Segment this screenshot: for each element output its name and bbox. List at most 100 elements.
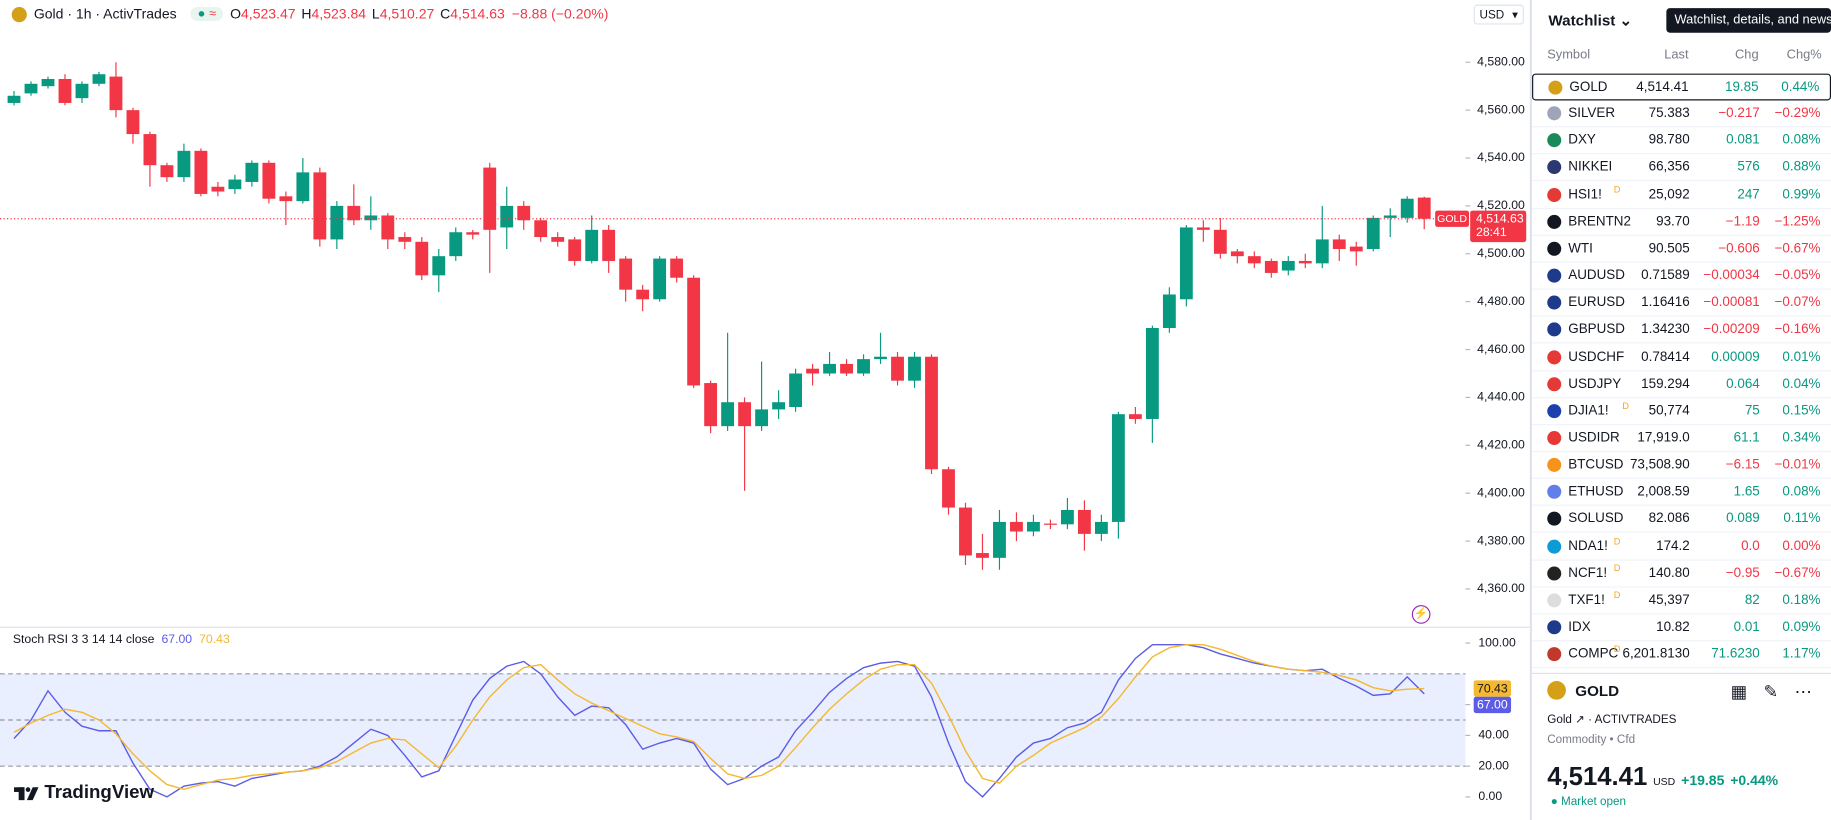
y-tick-label: 4,540.00 (1477, 150, 1525, 164)
details-price: 4,514.41 (1547, 761, 1648, 791)
last: 75.383 (1648, 106, 1690, 121)
symbol-icon (1547, 295, 1562, 310)
watchlist-row[interactable]: NCF1! D 140.80 −0.95 −0.67% (1532, 560, 1831, 588)
column-header[interactable]: Symbol (1547, 47, 1591, 62)
details-name-row: Gold ↗ · ACTIVTRADES (1547, 713, 1677, 727)
symbol-icon (1547, 322, 1562, 337)
mode-pill[interactable]: ● ≈ (190, 7, 224, 22)
candle-body (755, 409, 769, 427)
chg-pct: −0.67% (1774, 241, 1821, 256)
currency-select[interactable]: USD ▾ (1473, 4, 1524, 25)
chg-pct: −0.29% (1774, 106, 1821, 121)
watchlist-row[interactable]: USDIDR 17,919.0 61.1 0.34% (1532, 425, 1831, 452)
chg-pct: −0.67% (1774, 566, 1821, 581)
last: 140.80 (1648, 566, 1690, 581)
watchlist-row[interactable]: TXF1! D 45,397 82 0.18% (1532, 587, 1831, 615)
candle-body (840, 363, 853, 374)
chart-title[interactable]: Gold · 1h · ActivTrades (33, 5, 177, 23)
candle-body (24, 83, 38, 94)
last: 10.82 (1656, 620, 1690, 635)
watchlist-row[interactable]: BRENTN2 93.70 −1.19 −1.25% (1532, 209, 1831, 236)
candle-body (976, 553, 989, 558)
watchlist-row[interactable]: WTI 90.505 −0.606 −0.67% (1532, 236, 1831, 263)
watchlist-row[interactable]: USDJPY 159.294 0.064 0.04% (1532, 371, 1831, 398)
logo[interactable]: TradingView (14, 783, 154, 804)
chg-pct: 0.11% (1783, 512, 1821, 527)
watchlist-row[interactable]: USDCHF 0.78414 0.00009 0.01% (1532, 344, 1831, 371)
candle-body (1298, 260, 1312, 264)
watchlist-row[interactable]: IDX 10.82 0.01 0.09% (1532, 614, 1831, 642)
watchlist-row[interactable]: GOLD 4,514.41 19.85 0.44% (1532, 73, 1831, 101)
y-tick-label: 40.00 (1478, 728, 1509, 742)
mode: ≈ (209, 7, 217, 22)
symbol: DXY (1568, 133, 1596, 148)
symbol-icon (1547, 647, 1562, 662)
watchlist-row[interactable]: NIKKEI 66,356 576 0.88% (1532, 155, 1831, 182)
symbol: SILVER (1568, 106, 1616, 121)
watchlist-row[interactable]: EURUSD 1.16416 −0.00081 −0.07% (1532, 290, 1831, 317)
details-price-row: 4,514.41 USD +19.85 +0.44% (1547, 762, 1778, 792)
chg: −1.19 (1725, 214, 1760, 229)
chg: 1.65 (1733, 485, 1760, 500)
watchlist-row[interactable]: HSI1! D 25,092 247 0.99% (1532, 182, 1831, 209)
symbol-icon (1547, 620, 1562, 635)
last: 25,092 (1648, 187, 1690, 202)
candle-body (1145, 327, 1159, 419)
symbol: GOLD (1569, 80, 1608, 95)
watchlist-row[interactable]: BTCUSD 73,508.90 −6.15 −0.01% (1532, 452, 1831, 480)
alert-icon[interactable]: ⚡ (1411, 605, 1431, 624)
candle-body (160, 165, 174, 178)
ohlc-label: C (440, 5, 451, 23)
symbol: ETHUSD (1568, 485, 1624, 500)
details-symbol[interactable]: GOLD (1575, 681, 1620, 700)
column-header[interactable]: Last (1664, 47, 1689, 62)
watchlist-row[interactable]: GBPUSD 1.34230 −0.00209 −0.16% (1532, 317, 1831, 344)
last: 0.78414 (1641, 349, 1690, 364)
chg-pct: 0.99% (1782, 187, 1821, 202)
symbol-icon (1547, 680, 1566, 700)
chg: 75 (1744, 403, 1760, 418)
watchlist-row[interactable]: SOLUSD 82.086 0.089 0.11% (1532, 506, 1831, 534)
chg-pct: 0.08% (1782, 133, 1821, 148)
symbol: USDJPY (1568, 376, 1622, 391)
candle-body (194, 150, 208, 194)
candle-body (721, 402, 735, 427)
symbol-flag: D (1622, 400, 1629, 411)
chg: 0.0 (1741, 539, 1760, 554)
watchlist-row[interactable]: NDA1! D 174.2 0.0 0.00% (1532, 533, 1831, 561)
symbol-flag: D (1613, 184, 1621, 195)
column-header[interactable]: Chg (1735, 47, 1759, 62)
last: 90.505 (1648, 241, 1690, 256)
ohlc-item: O4,523.47 (230, 6, 295, 22)
chg: 0.00009 (1711, 349, 1760, 364)
watchlist-row[interactable]: SILVER 75.383 −0.217 −0.29% (1532, 101, 1831, 128)
candle-body (483, 167, 497, 230)
candle-body (738, 402, 752, 427)
symbol-icon (1547, 133, 1562, 148)
candle-body (602, 229, 616, 261)
column-header[interactable]: Chg% (1786, 47, 1822, 62)
watchlist-row[interactable]: AUDUSD 0.71589 −0.00034 −0.05% (1532, 263, 1831, 290)
candle-body (857, 359, 870, 374)
logo-text: TradingView (44, 782, 155, 803)
candle-body (891, 356, 904, 381)
symbol-icon (1547, 376, 1562, 391)
value-tag-text: 67.00 (1477, 698, 1508, 712)
symbol-flag: D (1613, 535, 1621, 547)
last: 174.2 (1656, 539, 1690, 554)
candle-body (58, 79, 72, 103)
y-tick-label: 4,580.00 (1477, 54, 1525, 68)
watchlist-title[interactable]: Watchlist ⌄ (1548, 11, 1633, 30)
details-subtype: Cfd (1616, 733, 1636, 747)
symbol-flag: D (1613, 643, 1621, 655)
details-actions[interactable]: ▦✎⋯ (1730, 682, 1829, 703)
candle-body (466, 232, 480, 235)
candle-body (449, 232, 463, 257)
details-name[interactable]: Gold (1547, 713, 1572, 727)
chg-pct: 0.18% (1782, 593, 1821, 608)
watchlist-row[interactable]: COMPC D 6,201.8130 71.6230 1.17% (1532, 641, 1831, 669)
candle-body (245, 162, 259, 182)
watchlist-row[interactable]: ETHUSD 2,008.59 1.65 0.08% (1532, 479, 1831, 507)
watchlist-row[interactable]: DXY 98.780 0.081 0.08% (1532, 128, 1831, 155)
watchlist-row[interactable]: DJIA1! D 50,774 75 0.15% (1532, 398, 1831, 425)
